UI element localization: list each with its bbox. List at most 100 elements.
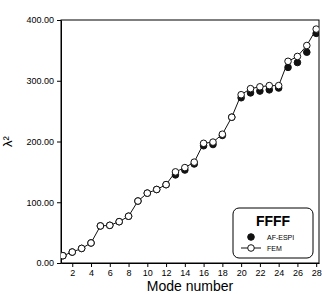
data-point	[238, 91, 245, 98]
x-tick: 4	[89, 263, 94, 278]
data-point	[191, 159, 198, 166]
x-tick: 28	[312, 263, 322, 278]
data-point	[200, 140, 207, 147]
x-tick-mark	[316, 263, 317, 267]
y-axis: 0.00 100.00 200.00 300.00 400.00	[26, 15, 61, 268]
data-point	[144, 190, 151, 197]
y-tick-label: 400.00	[26, 15, 54, 25]
x-tick: 12	[162, 263, 172, 278]
data-point	[61, 252, 66, 259]
data-point	[172, 169, 179, 176]
data-point	[106, 222, 113, 229]
data-point	[163, 181, 170, 188]
data-point	[106, 222, 113, 229]
x-tick-mark	[129, 263, 130, 267]
x-tick-label: 26	[293, 268, 303, 278]
y-tick: 100.00	[26, 198, 61, 208]
y-tick: 300.00	[26, 76, 61, 86]
data-point	[163, 181, 170, 188]
y-tick-label: 100.00	[26, 198, 54, 208]
data-point	[144, 190, 151, 197]
data-point	[285, 58, 292, 65]
x-tick-label: 8	[127, 268, 132, 278]
x-tick: 2	[70, 263, 75, 278]
data-point	[88, 240, 95, 247]
data-point	[294, 53, 301, 60]
data-point	[275, 82, 282, 89]
legend-label: AF-ESPI	[267, 234, 294, 241]
legend-label: FEM	[267, 245, 282, 252]
x-tick: 8	[127, 263, 132, 278]
data-point	[219, 131, 226, 138]
data-point	[125, 213, 132, 220]
x-tick: 10	[143, 263, 153, 278]
y-axis-line	[61, 21, 62, 264]
y-tick-mark	[57, 81, 61, 82]
x-tick-mark	[110, 263, 111, 267]
x-tick-mark	[166, 263, 167, 267]
x-axis-line	[62, 263, 320, 264]
x-tick-mark	[147, 263, 148, 267]
y-tick-label: 300.00	[26, 76, 54, 86]
data-point	[78, 245, 85, 252]
y-tick-label: 200.00	[26, 137, 54, 147]
x-tick-mark	[72, 263, 73, 267]
data-point	[228, 114, 235, 121]
x-tick-mark	[204, 263, 205, 267]
data-point	[313, 26, 319, 33]
data-point	[125, 213, 132, 220]
plot-data	[61, 26, 319, 259]
data-point	[97, 223, 104, 230]
data-point	[69, 249, 76, 256]
legend-box	[233, 208, 313, 258]
x-tick-mark	[260, 263, 261, 267]
data-point	[182, 164, 189, 171]
data-point	[135, 198, 142, 205]
x-tick-label: 14	[180, 268, 190, 278]
data-point	[97, 223, 104, 230]
x-tick-label: 28	[312, 268, 322, 278]
x-tick: 16	[199, 263, 209, 278]
x-tick-mark	[185, 263, 186, 267]
data-point	[304, 49, 311, 56]
x-tick-label: 24	[274, 268, 284, 278]
data-point	[116, 218, 123, 225]
y-tick: 200.00	[26, 137, 61, 147]
x-tick: 26	[293, 263, 303, 278]
x-tick: 6	[108, 263, 113, 278]
x-tick: 20	[237, 263, 247, 278]
y-axis-title: λ²	[0, 135, 15, 147]
data-point	[247, 85, 254, 92]
x-tick-label: 20	[237, 268, 247, 278]
x-tick-label: 16	[199, 268, 209, 278]
legend-entry: FEM	[241, 245, 282, 252]
y-tick-label: 0.00	[36, 258, 54, 268]
x-tick-label: 4	[89, 268, 94, 278]
x-tick-mark	[297, 263, 298, 267]
series-line	[63, 29, 316, 256]
data-point	[135, 198, 142, 205]
data-point	[88, 240, 95, 247]
legend-marker	[248, 234, 255, 241]
y-tick-mark	[57, 20, 61, 21]
y-tick-mark	[57, 263, 61, 264]
y-tick-mark	[57, 142, 61, 143]
x-tick-label: 2	[70, 268, 75, 278]
x-tick: 18	[218, 263, 228, 278]
data-point	[61, 252, 66, 259]
data-point	[266, 82, 273, 89]
x-tick-label: 12	[162, 268, 172, 278]
data-point	[210, 139, 217, 146]
legend-marker	[248, 245, 255, 252]
data-point	[228, 114, 235, 121]
x-tick: 22	[255, 263, 265, 278]
y-tick: 400.00	[26, 15, 61, 25]
x-tick-mark	[241, 263, 242, 267]
x-axis-title: Mode number	[147, 278, 234, 294]
legend: FFFFAF-ESPIFEM	[233, 208, 313, 258]
x-tick-label: 6	[108, 268, 113, 278]
data-point	[257, 84, 264, 91]
y-tick: 0.00	[36, 258, 61, 268]
x-tick-label: 10	[143, 268, 153, 278]
x-tick-mark	[279, 263, 280, 267]
